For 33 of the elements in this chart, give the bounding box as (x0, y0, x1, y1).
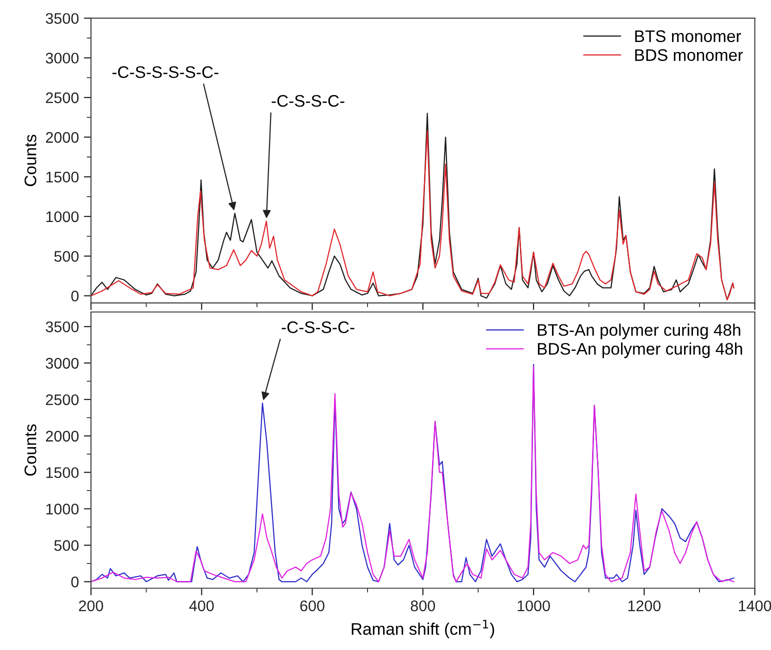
x-tick-label: 600 (300, 600, 324, 612)
y-tick-label: 3500 (46, 321, 79, 332)
y-axis-title: Counts (24, 424, 36, 476)
y-tick-label: 2000 (46, 132, 79, 143)
y-tick-label: 1500 (46, 172, 79, 182)
legend-label: BDS-An polymer curing 48h (538, 342, 742, 358)
x-tick-label: 1000 (518, 600, 550, 612)
legend-label: BDS monomer (635, 49, 743, 61)
y-tick-label: 1500 (46, 467, 79, 478)
y-tick-label: 1000 (46, 504, 79, 514)
y-tick-label: 2000 (46, 430, 79, 442)
y-tick-label: 3500 (46, 13, 79, 24)
y-tick-label: 0 (71, 290, 79, 302)
annotation: -C-S-S-S-S-C- (112, 66, 218, 78)
y-tick-label: 2500 (46, 92, 79, 104)
y-tick-label: 3000 (46, 52, 79, 64)
x-axis-title: Raman shift (cm$^{−1}$) (352, 620, 494, 638)
y-axis-title: Counts (24, 134, 36, 186)
x-tick-label: 1200 (628, 600, 661, 612)
annotation: -C-S-S-C- (282, 321, 354, 334)
x-tick-label: 400 (189, 600, 214, 612)
legend-label: BTS-An polymer curing 48h (538, 324, 740, 340)
annotation: -C-S-S-C- (272, 95, 344, 107)
y-tick-label: 2500 (46, 394, 79, 406)
x-tick-label: 800 (410, 600, 436, 612)
y-tick-label: 3000 (46, 358, 79, 369)
y-tick-label: 1000 (46, 211, 79, 222)
y-tick-label: 500 (54, 540, 79, 551)
x-tick-label: 1400 (738, 600, 771, 612)
x-tick-label: 200 (79, 600, 104, 612)
y-tick-label: 500 (54, 250, 79, 262)
y-tick-label: 0 (71, 576, 79, 588)
legend-label: BTS monomer (635, 30, 742, 42)
